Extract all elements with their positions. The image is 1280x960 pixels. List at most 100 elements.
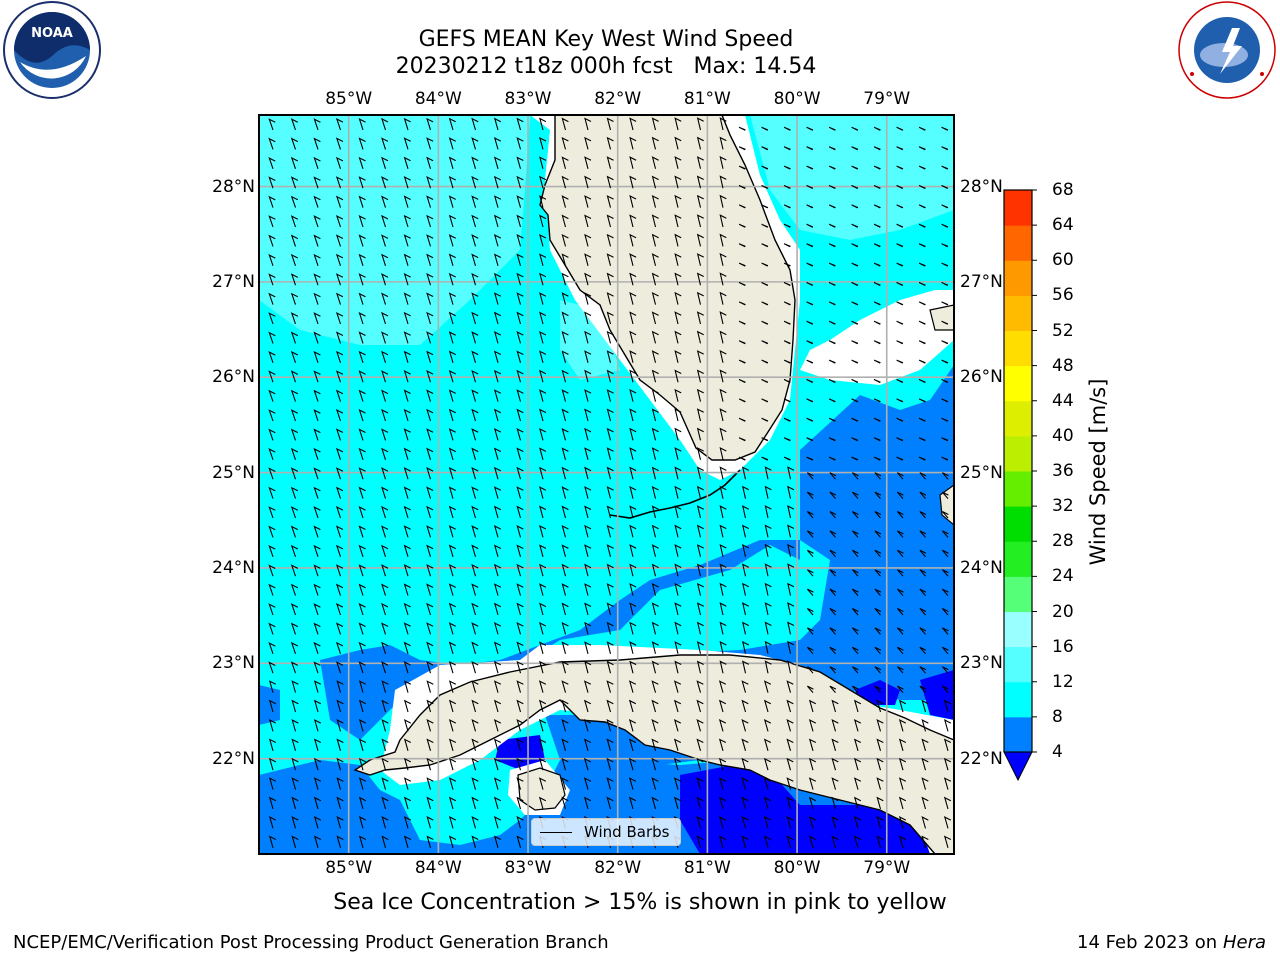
wind-barb	[787, 505, 795, 519]
land-florida	[539, 115, 796, 461]
wind-barb	[898, 699, 907, 713]
wind-barb	[358, 253, 366, 266]
wind-barb	[674, 388, 682, 402]
colorbar-tick-label: 48	[1052, 355, 1074, 376]
wind-barb	[853, 835, 862, 848]
wind-barb	[606, 408, 614, 422]
wind-barb	[874, 627, 882, 635]
wind-barb	[426, 428, 434, 441]
wind-barb	[358, 156, 366, 169]
wind-barb	[290, 389, 299, 402]
wind-barb	[674, 582, 682, 596]
wind-barb	[918, 398, 926, 403]
wind-barb	[584, 195, 592, 208]
wind-barb	[651, 427, 659, 441]
wind-barb	[696, 582, 704, 596]
wind-barb	[808, 719, 817, 732]
wind-barb	[786, 796, 794, 810]
wind-barb	[426, 525, 434, 538]
wind-barb	[539, 272, 547, 286]
wind-barb	[783, 243, 791, 248]
wind-barb	[918, 417, 926, 422]
wind-barb	[335, 118, 344, 131]
wind-barb	[516, 699, 524, 713]
wind-barb	[381, 408, 389, 422]
wind-barb	[426, 176, 434, 189]
wind-barb	[674, 524, 682, 538]
longitude-label: 82°W	[594, 858, 642, 878]
wind-barb	[738, 126, 746, 131]
wind-barb	[561, 156, 569, 169]
wind-barb	[787, 621, 795, 635]
wind-barb	[336, 835, 344, 848]
wind-barb	[313, 234, 321, 247]
wind-barb	[783, 417, 791, 422]
wind-barb	[651, 466, 659, 480]
wind-barb	[651, 350, 659, 363]
colorbar-tick-label: 56	[1052, 285, 1074, 306]
wind-barb	[471, 777, 479, 790]
wind-barb	[851, 146, 859, 151]
wind-barb	[493, 311, 502, 325]
wind-barb	[403, 234, 411, 247]
wind-barb	[828, 146, 836, 151]
wind-barb	[696, 835, 704, 848]
colorbar-tick-label: 12	[1052, 671, 1074, 692]
wind-barb	[448, 156, 456, 169]
wind-barb	[874, 472, 882, 480]
wind-barb	[606, 350, 614, 363]
wind-barb	[851, 491, 859, 499]
wind-barb	[851, 398, 859, 403]
wind-barb	[538, 777, 547, 790]
wind-barb	[539, 350, 547, 363]
wind-barb	[448, 602, 456, 616]
wind-barb	[358, 176, 366, 189]
wind-barb	[448, 234, 456, 247]
wind-barb	[763, 719, 772, 732]
wind-barb	[448, 272, 456, 286]
wind-barb	[381, 156, 389, 169]
wind-barb	[561, 350, 569, 363]
wind-barb	[448, 331, 456, 344]
wind-barb	[742, 466, 750, 480]
wind-barb	[806, 549, 814, 558]
wind-barb	[853, 757, 862, 771]
wind-barb	[561, 583, 569, 596]
wind-barb	[561, 563, 569, 577]
wind-barb	[403, 602, 411, 616]
wind-barb	[831, 757, 839, 771]
wind-barb	[268, 467, 276, 480]
wind-barb	[268, 351, 276, 363]
wind-barb	[876, 796, 884, 810]
wind-barb	[538, 757, 547, 771]
wind-barb	[336, 738, 344, 751]
wind-barb	[696, 621, 704, 635]
wind-barb	[290, 525, 299, 538]
wind-barb	[783, 456, 791, 461]
wind-barb	[471, 816, 479, 829]
wind-barb	[829, 608, 837, 616]
wind-barb	[561, 777, 569, 790]
wind-barb	[831, 719, 839, 732]
wind-barb	[516, 563, 524, 577]
wind-barb	[426, 757, 434, 771]
wind-barb	[828, 223, 836, 228]
wind-barb	[673, 699, 682, 713]
wind-barb	[313, 486, 321, 499]
wind-barb	[403, 505, 411, 519]
wind-barb	[268, 195, 276, 208]
wind-barb	[873, 340, 881, 345]
wind-barb	[808, 816, 817, 829]
wind-barb	[471, 505, 479, 519]
wind-barb	[335, 544, 344, 557]
wind-barb	[358, 195, 366, 208]
wind-barb	[268, 234, 276, 247]
wind-barb	[783, 359, 791, 364]
wind-barb	[696, 660, 704, 674]
ocean-light-cyan-region	[750, 115, 954, 240]
wind-barb	[696, 738, 704, 751]
wind-barb	[719, 621, 727, 635]
chart-subtitle: 20230212 t18z 000h fcst Max: 14.54	[395, 54, 817, 79]
wind-barb	[268, 699, 277, 713]
wind-barb	[426, 447, 434, 460]
